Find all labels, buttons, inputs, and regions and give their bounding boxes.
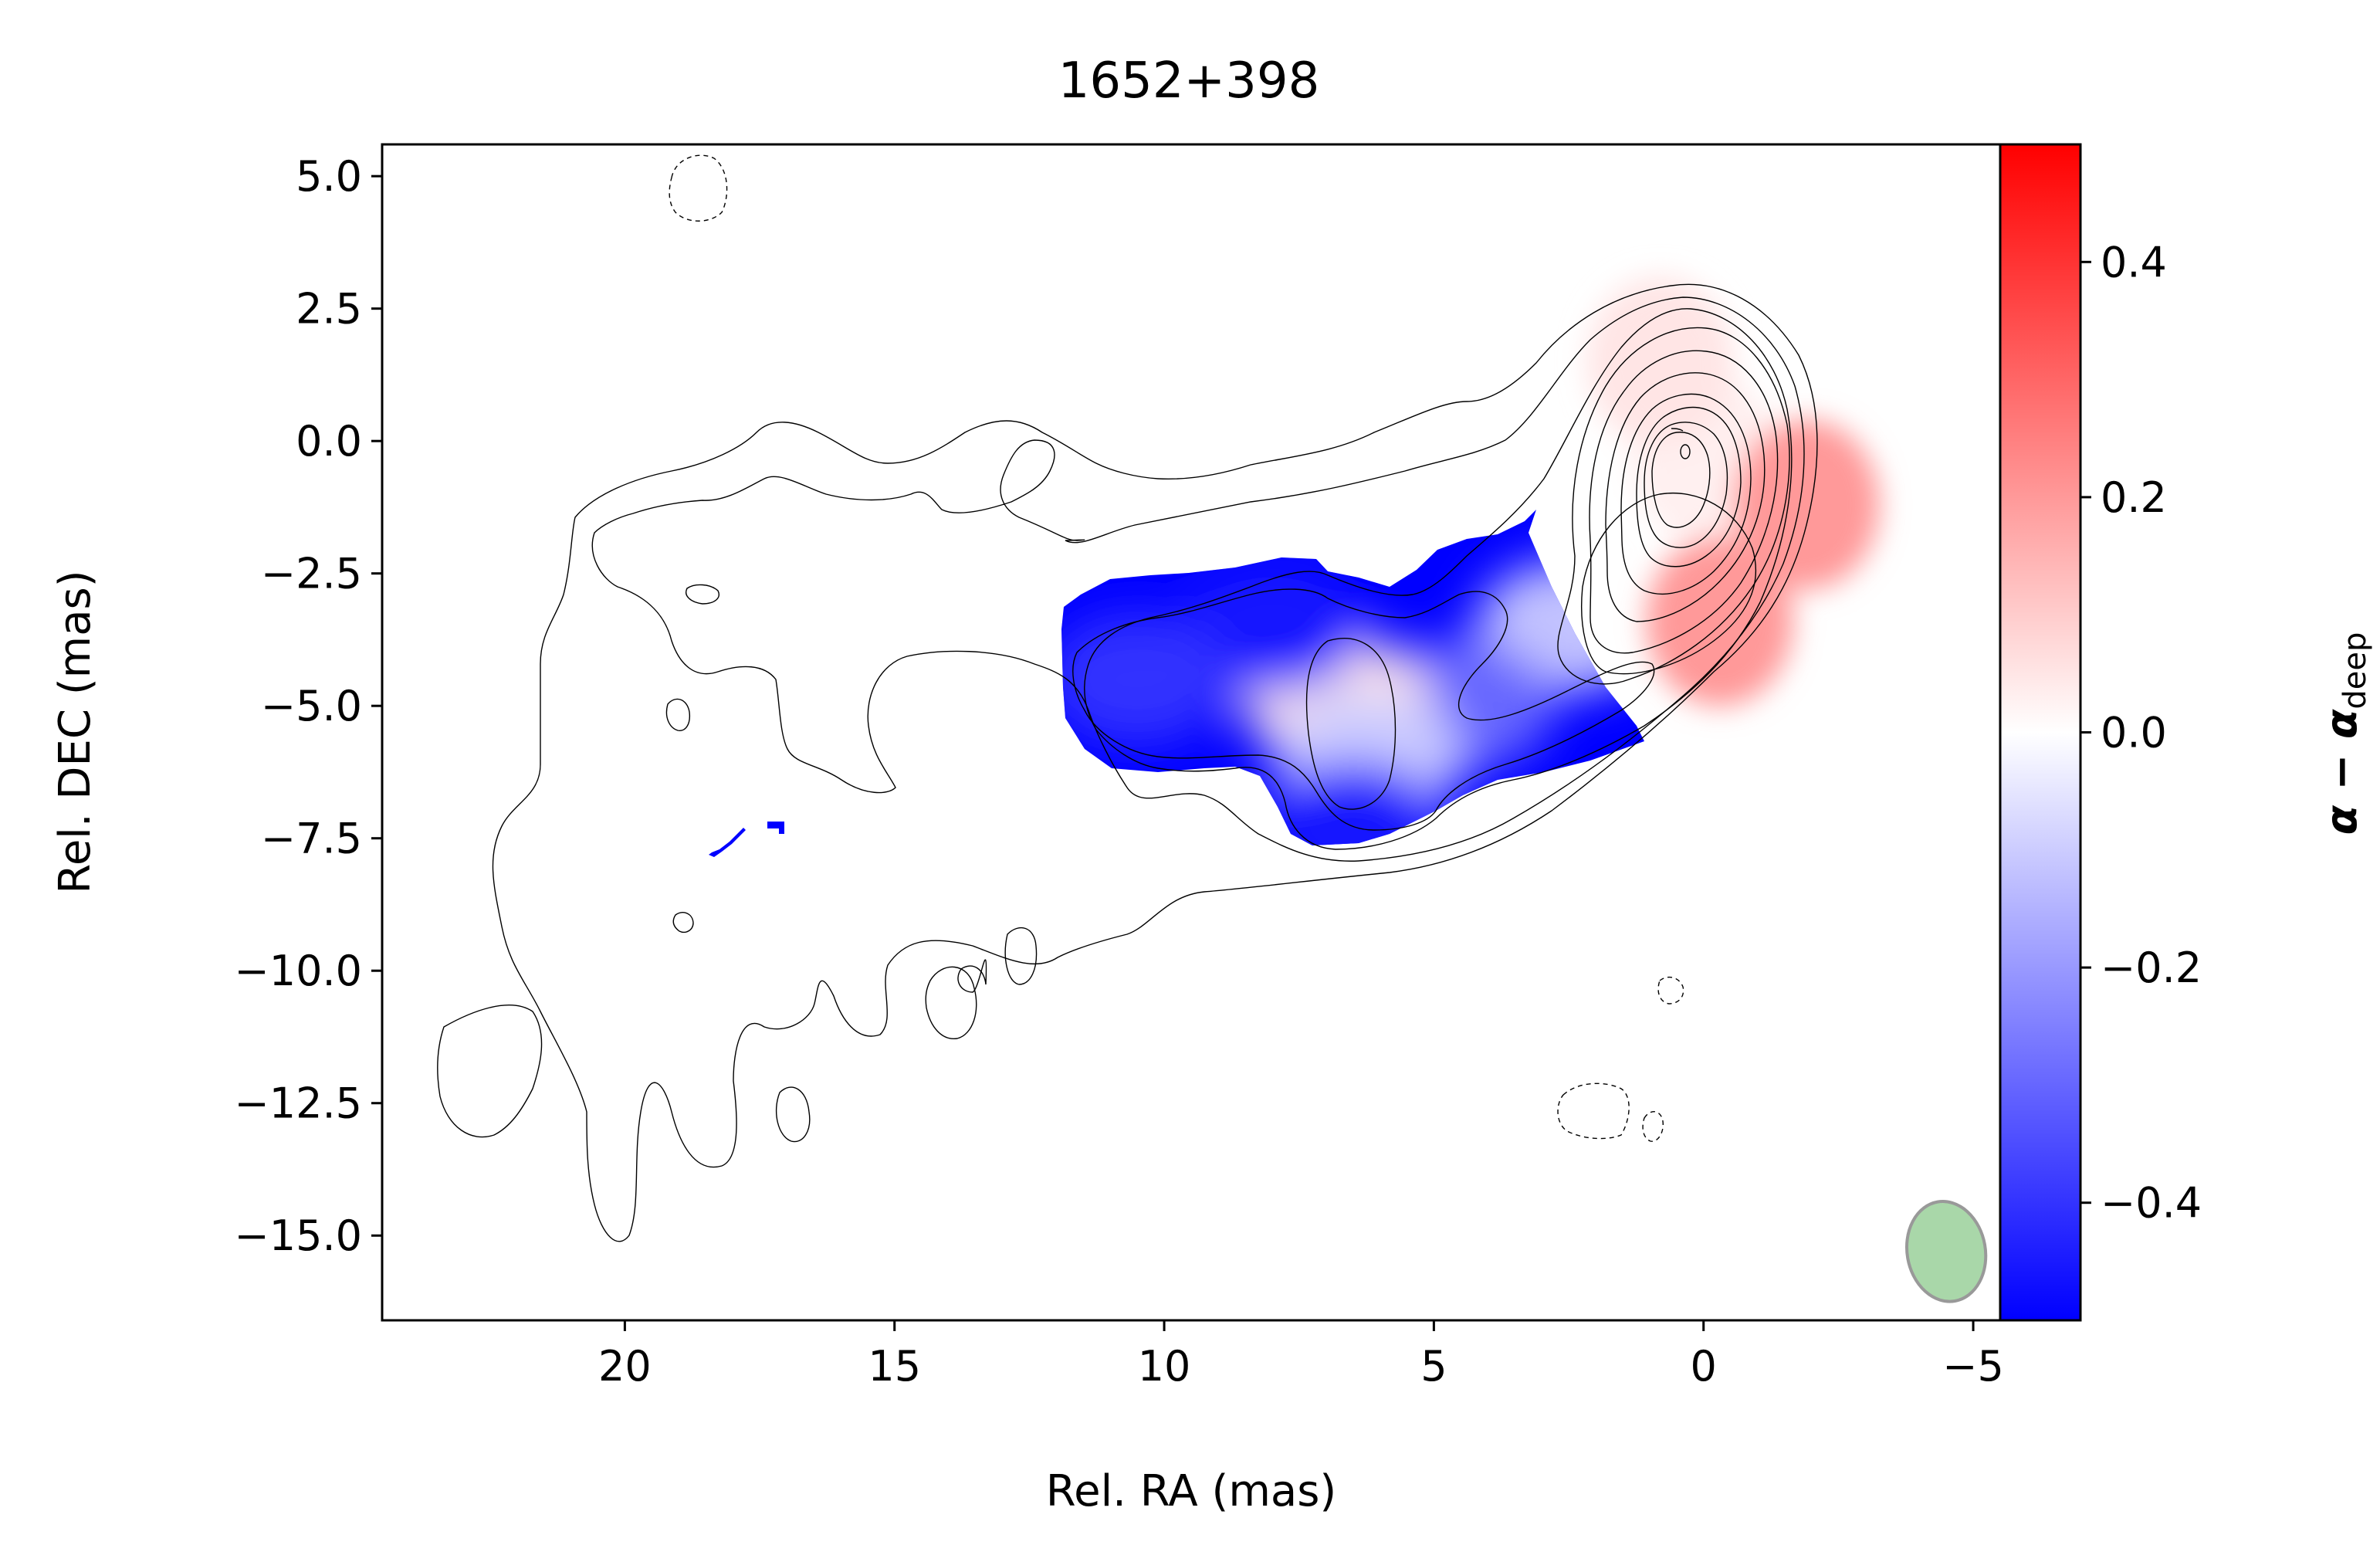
contour-island-3: [665, 698, 691, 731]
x-tick-label: 15: [868, 1342, 921, 1391]
contour-core-10: [1644, 422, 1728, 548]
contour-level-1: [492, 283, 1818, 1242]
contour-island-5: [775, 1086, 811, 1143]
contour-core-9: [1636, 406, 1742, 568]
colorbar-tick-label: −0.4: [2101, 1179, 2202, 1228]
y-tick-label: −15.0: [235, 1211, 362, 1260]
spix-region-core-southwest: [1646, 536, 1793, 706]
contour-level-4: [1072, 588, 1655, 831]
chart-title: 1652+398: [1058, 53, 1320, 110]
colorbar-ticks: 0.4 0.2 0.0 −0.2 −0.4: [2080, 238, 2202, 1228]
y-tick-label: −7.5: [261, 815, 362, 863]
spix-stray-pixels-2: [767, 822, 784, 828]
intensity-contours: [437, 154, 1818, 1242]
x-tick-label: 10: [1138, 1342, 1191, 1391]
y-axis: 5.0 2.5 0.0 −2.5 −5.0 −7.5 −10.0 −12.5 −15.0: [235, 152, 382, 1260]
colorbar-gradient: [2000, 144, 2080, 1320]
x-tick-label: 0: [1691, 1342, 1717, 1391]
colorbar-label-main: α − α: [2317, 709, 2367, 835]
x-tick-label: 5: [1420, 1342, 1447, 1391]
x-axis-label: Rel. RA (mas): [1046, 1466, 1337, 1516]
colorbar-tick-label: 0.2: [2101, 473, 2167, 522]
contour-core-peak: [1680, 444, 1691, 459]
contour-core-6: [1589, 350, 1779, 654]
y-tick-label: −12.5: [235, 1079, 362, 1128]
contour-island-2: [686, 584, 719, 605]
plot-area: [381, 143, 2002, 1322]
contour-level-3: [1084, 308, 1793, 850]
y-tick-label: 5.0: [296, 152, 362, 201]
contour-core-11: [1651, 432, 1711, 528]
x-axis: 20 15 10 5 0 −5: [598, 1320, 2004, 1391]
negative-contour-1: [669, 154, 728, 222]
y-tick-label: −10.0: [235, 947, 362, 995]
y-tick-label: −2.5: [261, 550, 362, 598]
spix-region-lower-jet: [1260, 761, 1446, 845]
spix-stray-pixels-3: [779, 827, 784, 834]
contour-island-7: [1004, 927, 1038, 985]
beam-ellipse: [1904, 1200, 1988, 1303]
contour-knot: [1305, 638, 1397, 810]
colorbar-tick-label: −0.2: [2101, 944, 2202, 992]
spix-region-core-north: [1586, 276, 1734, 447]
y-axis-label: Rel. DEC (mas): [50, 570, 100, 893]
spix-region-eastern-tail: [1061, 613, 1231, 745]
contour-core-13: [1581, 493, 1757, 675]
contour-core-5: [1557, 327, 1790, 685]
contour-core-8: [1620, 393, 1752, 595]
x-tick-label: 20: [598, 1342, 652, 1391]
y-tick-label: −5.0: [261, 682, 362, 730]
contour-island-1: [437, 1005, 543, 1138]
contour-island-6: [957, 959, 987, 993]
y-tick-label: 2.5: [296, 285, 362, 334]
contour-island-8: [925, 966, 977, 1039]
colorbar-label-sub: deep: [2338, 632, 2373, 710]
contour-level-2: [591, 296, 1805, 862]
x-tick-label: −5: [1942, 1342, 2004, 1391]
y-tick-label: 0.0: [296, 417, 362, 466]
spix-region-core-west-edge: [1732, 419, 1880, 590]
colorbar: 0.4 0.2 0.0 −0.2 −0.4 α − αdeep: [1999, 143, 2373, 1322]
contour-core-12: [1671, 428, 1684, 432]
spix-stray-pixels: [709, 828, 746, 857]
negative-contour-3: [1557, 1083, 1630, 1140]
colorbar-tick-label: 0.0: [2101, 709, 2167, 757]
colorbar-label: α − αdeep: [2317, 632, 2373, 835]
contour-island-4: [672, 912, 694, 933]
contour-core-7: [1605, 372, 1766, 622]
colorbar-tick-label: 0.4: [2101, 238, 2167, 286]
